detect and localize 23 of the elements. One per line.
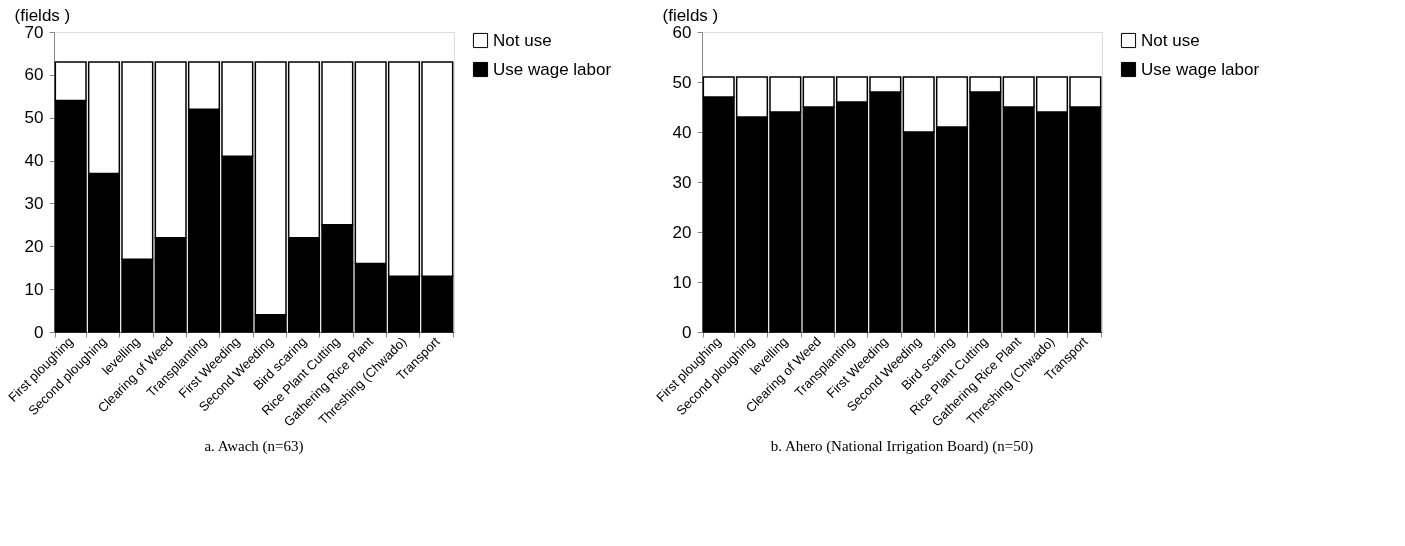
y-tick-label: 30 <box>672 172 692 192</box>
y-tick-label: 30 <box>24 193 44 213</box>
legend-label: Not use <box>1141 30 1200 50</box>
text: a. Awach (n=63) <box>204 437 304 455</box>
y-tick-label: 70 <box>24 22 44 42</box>
legend-label: Not use <box>493 30 552 50</box>
y-tick-label: 60 <box>24 65 44 85</box>
y-tick-label: 10 <box>24 279 44 299</box>
y-tick-label: 40 <box>24 151 44 171</box>
y-tick-label: 20 <box>24 236 44 256</box>
legend-label: Use wage labor <box>1141 59 1260 79</box>
y-tick-label: 0 <box>34 322 44 342</box>
y-tick-label: 0 <box>682 322 692 342</box>
y-tick-label: 40 <box>672 122 692 142</box>
y-tick-label: 10 <box>672 272 692 292</box>
y-tick-label: 50 <box>672 72 692 92</box>
legend-label: Use wage labor <box>493 59 612 79</box>
y-tick-label: 50 <box>24 108 44 128</box>
y-axis-title: (fields ) <box>14 5 71 25</box>
y-tick-label: 20 <box>672 222 692 242</box>
text: b. Ahero (National Irrigation Board) (n=50) <box>770 437 1034 455</box>
y-tick-label: 60 <box>672 22 692 42</box>
y-axis-title: (fields ) <box>662 5 719 25</box>
